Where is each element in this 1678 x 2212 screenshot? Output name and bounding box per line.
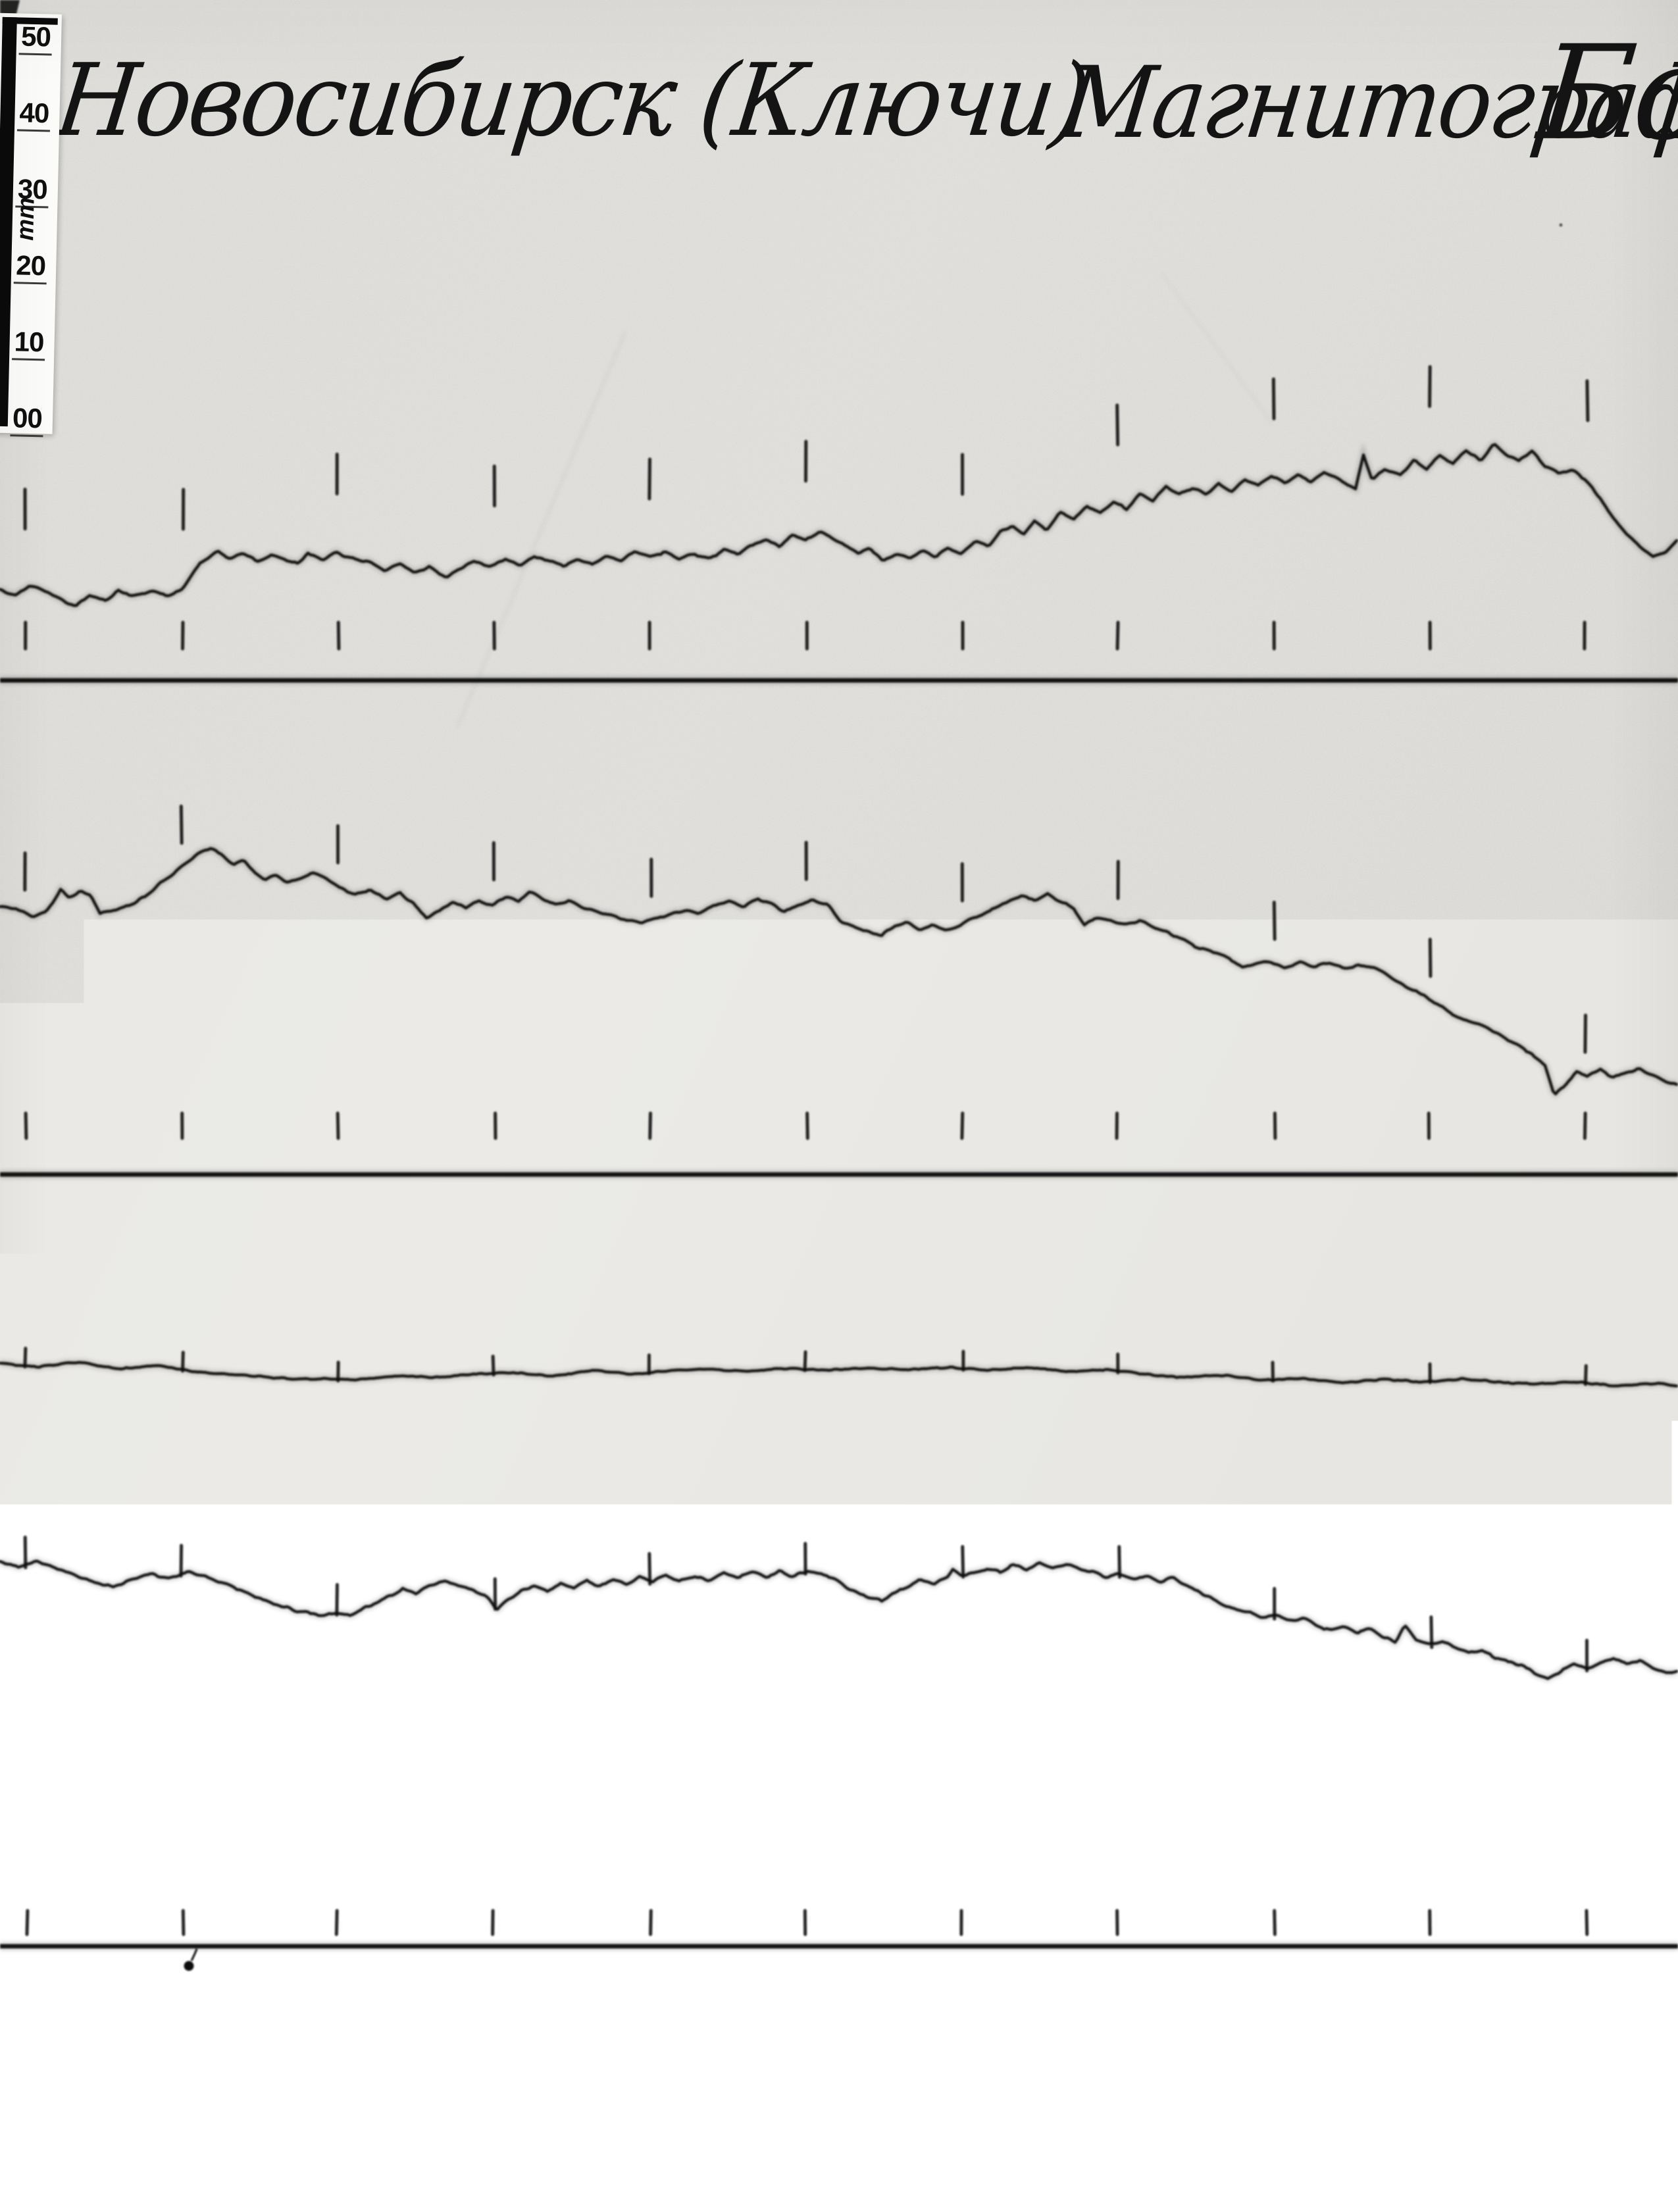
hour-label-02: 02 bbox=[1224, 1182, 1324, 1263]
mm-scale-ruler: 504030201000 mm bbox=[0, 13, 62, 434]
ruler-tick-line bbox=[19, 53, 52, 55]
ruler-label-00: 00 bbox=[13, 404, 43, 432]
magnetogram-sheet: Новосибирск (Ключи) Магнитограф Боб 5040… bbox=[0, 0, 1678, 2178]
hour-label-04: 04 bbox=[1536, 1182, 1636, 1263]
hour-label-20: 20 bbox=[287, 1182, 387, 1263]
magnetogram-ink-layer bbox=[0, 0, 1678, 2178]
ruler-tick-line bbox=[14, 282, 47, 284]
ruler-unit-label: mm bbox=[11, 198, 39, 241]
paper-bottom-edge bbox=[0, 2164, 1678, 2212]
ruler-tick-line bbox=[17, 129, 50, 132]
ruler-label-40: 40 bbox=[19, 99, 49, 127]
instrument-model-title-cutoff: Боб bbox=[1533, 17, 1678, 169]
ruler-label-50: 50 bbox=[21, 22, 51, 51]
paper-grain-texture bbox=[0, 0, 1678, 2178]
time-axis-labels: 18 20 22 00 02 04 bbox=[0, 1182, 1678, 1274]
hour-label-22: 22 bbox=[601, 1182, 701, 1263]
hour-label-00: 00 bbox=[912, 1182, 1012, 1263]
hour-label-18: 18 bbox=[0, 1182, 80, 1263]
ruler-label-20: 20 bbox=[16, 251, 46, 280]
station-title: Новосибирск (Ключи) bbox=[50, 42, 1094, 159]
ruler-label-10: 10 bbox=[14, 328, 44, 356]
ruler-tick-line bbox=[12, 358, 45, 361]
